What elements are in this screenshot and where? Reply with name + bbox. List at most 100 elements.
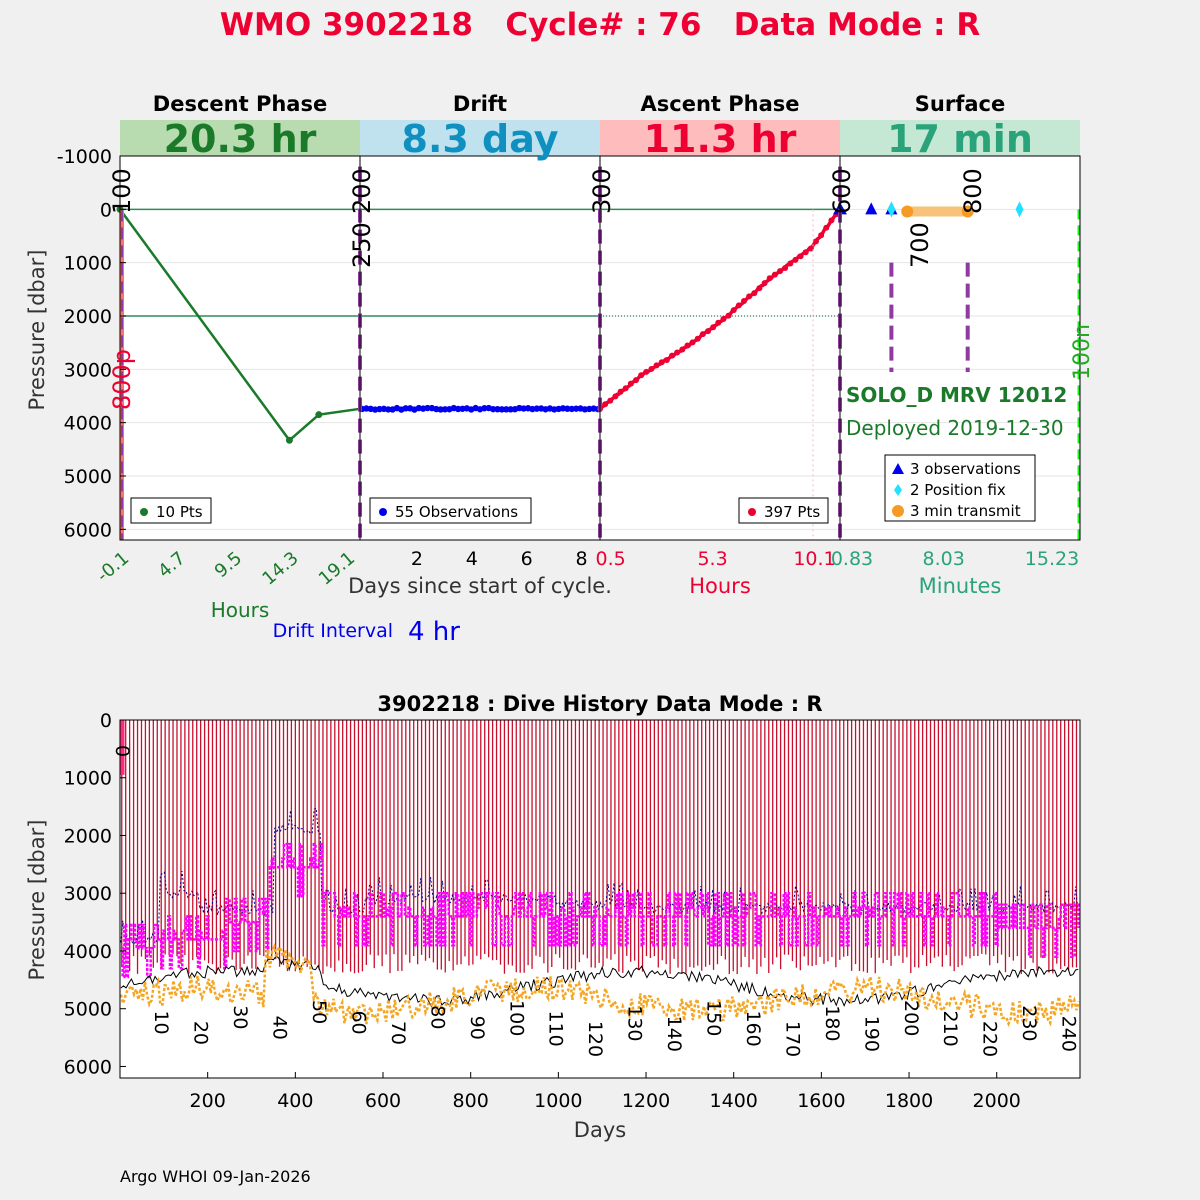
phase-duration: 11.3 hr (644, 117, 797, 161)
drift-x-tick-label: 8 (575, 548, 587, 570)
cycle-number-label: 60 (347, 1010, 369, 1034)
ascent-point (643, 368, 650, 375)
history-x-tick-label: 2000 (973, 1090, 1021, 1112)
descent-x-tick-label: -0.1 (93, 548, 133, 587)
phase-marker-label: 200 (348, 168, 376, 214)
phase-title: Descent Phase (153, 92, 327, 116)
phase-marker-label: 600 (828, 168, 856, 214)
ascent-point (699, 331, 706, 338)
ascent-point (684, 342, 691, 349)
ascent-x-tick-label: 10.1 (793, 548, 835, 570)
ascent-point (627, 380, 634, 387)
cycle-number-label: 230 (1018, 1005, 1040, 1041)
ascent-point (694, 335, 701, 342)
ascent-point (612, 393, 619, 400)
park-marker-label: 800p (108, 349, 136, 410)
surface-end-label: 100n (1070, 324, 1095, 380)
cycle-y-tick-label: 3000 (64, 359, 112, 381)
ascent-point (602, 401, 609, 408)
drift-x-tick-label: 4 (466, 548, 478, 570)
ascent-point (638, 372, 645, 379)
descent-x-unit: Hours (211, 598, 270, 622)
ascent-point (669, 352, 675, 359)
drift-legend-entry: 55 Observations (395, 503, 518, 521)
ascent-legend-entry: 397 Pts (764, 503, 820, 521)
drift-pressure-line (120, 842, 1080, 979)
history-y-tick-label: 2000 (64, 825, 112, 847)
ascent-point (802, 249, 809, 256)
history-y-tick-label: 3000 (64, 883, 112, 905)
history-x-tick-label: 1600 (797, 1090, 845, 1112)
ascent-point (622, 385, 629, 392)
ascent-point (658, 359, 665, 366)
position-fix-marker (1015, 201, 1024, 218)
ascent-point (777, 268, 783, 275)
history-x-axis-label: Days (574, 1118, 626, 1142)
ascent-point (792, 256, 799, 263)
history-frame (119, 719, 1081, 1079)
cycle-number-label: 210 (939, 1010, 961, 1046)
phase-marker-label: 700 (906, 222, 934, 268)
ascent-x-unit: Hours (689, 574, 751, 598)
history-x-tick-label: 1000 (534, 1090, 582, 1112)
ascent-point (756, 285, 763, 292)
cycle-number-label: 110 (545, 1010, 567, 1046)
ascent-point (663, 356, 670, 363)
cycle-number-label: 240 (1058, 1016, 1080, 1052)
ascent-point (807, 245, 814, 252)
ascent-x-tick-label: 0.5 (596, 548, 626, 570)
ascent-point (751, 290, 758, 297)
ascent-point (725, 312, 732, 319)
phase-band-0 (120, 120, 360, 156)
cycle-number-label: 20 (190, 1021, 212, 1045)
history-title: 3902218 : Dive History Data Mode : R (377, 692, 822, 716)
phase-title: Ascent Phase (641, 92, 800, 116)
ascent-point (705, 328, 711, 335)
phase-marker-label: 250 (348, 222, 376, 268)
cycle-y-tick-label: -1000 (57, 146, 112, 168)
transmit-point (961, 205, 974, 218)
position-fix-marker (887, 201, 896, 218)
cycle-number-label: 100 (505, 1000, 527, 1036)
history-x-tick-label: 600 (365, 1090, 401, 1112)
descent-x-tick-label: 14.3 (258, 548, 302, 590)
history-y-tick-label: 6000 (64, 1056, 112, 1078)
ascent-x-tick-label: 5.3 (697, 548, 727, 570)
cycle-number-label: 70 (387, 1021, 409, 1045)
history-x-tick-label: 200 (190, 1090, 226, 1112)
cycle-number-label: 170 (781, 1021, 803, 1057)
cycle-number-label: 40 (269, 1016, 291, 1040)
cycle-number-label: 190 (860, 1016, 882, 1052)
phase-marker-label: 100 (108, 168, 136, 214)
descent-x-tick-label: 4.7 (154, 548, 189, 582)
ascent-point (735, 302, 742, 309)
ascent-point (828, 217, 835, 224)
history-y-tick-label: 0 (100, 710, 112, 732)
phase-band-2 (600, 120, 840, 156)
phase-duration: 17 min (887, 117, 1033, 161)
ascent-point (720, 315, 727, 322)
surface-legend-entry: 2 Position fix (910, 481, 1006, 499)
cycle-y-tick-label: 5000 (64, 466, 112, 488)
page-title: WMO 3902218 Cycle# : 76 Data Mode : R (220, 7, 981, 43)
ascent-point (787, 260, 794, 267)
ascent-point (823, 224, 830, 231)
phase-marker-label: 300 (588, 168, 616, 214)
cycle-number-label: 220 (979, 1021, 1001, 1057)
ascent-point (689, 339, 696, 346)
phase-band-3 (840, 120, 1080, 156)
cycle-number-label: 200 (900, 1000, 922, 1036)
ascent-point (653, 362, 660, 369)
surface-legend-entry: 3 min transmit (910, 502, 1021, 520)
cycle-number-label: 30 (229, 1005, 251, 1029)
cycle-number-label: 90 (466, 1016, 488, 1040)
footer-credit: Argo WHOI 09-Jan-2026 (120, 1167, 311, 1186)
surface-observation-marker (865, 202, 878, 215)
ascent-point (771, 271, 778, 278)
drift-legend-marker (379, 508, 387, 516)
descent-profile-line (118, 208, 361, 443)
ascent-point (679, 346, 686, 353)
cycle-y-tick-label: 4000 (64, 413, 112, 435)
surface-legend (884, 454, 1036, 522)
